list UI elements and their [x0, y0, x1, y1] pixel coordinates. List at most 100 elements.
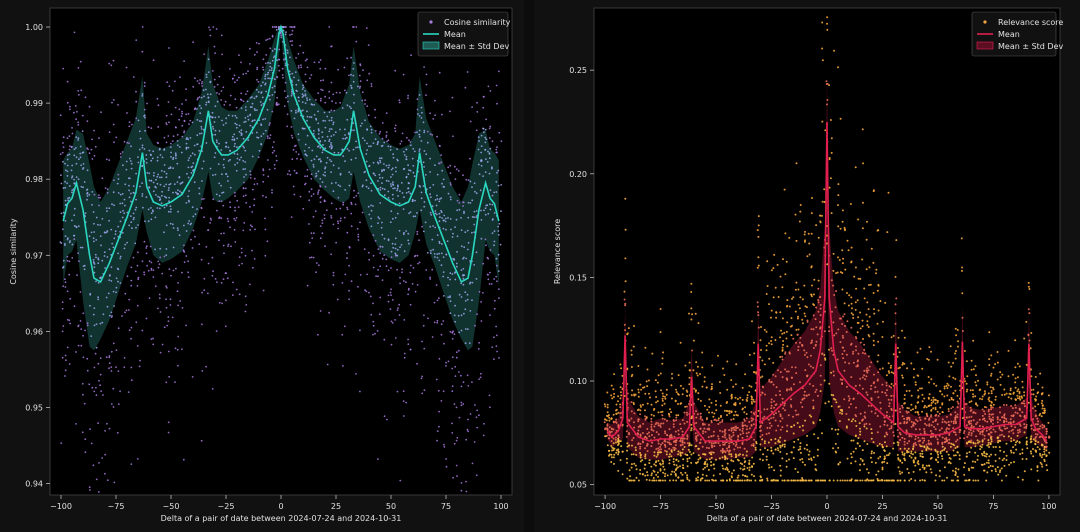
relevance-point [615, 409, 617, 412]
cosine-point [150, 212, 153, 215]
relevance-point [702, 432, 704, 435]
cosine-point [381, 233, 384, 236]
cosine-point [229, 68, 231, 70]
relevance-point [970, 466, 973, 469]
relevance-point [657, 424, 660, 427]
cosine-point [198, 192, 201, 195]
cosine-point [322, 144, 324, 146]
relevance-point [837, 328, 840, 331]
cosine-point [220, 149, 223, 151]
cosine-point [92, 237, 95, 240]
cosine-point [390, 176, 392, 178]
cosine-point [242, 100, 245, 103]
cosine-point [168, 85, 171, 87]
relevance-point [686, 478, 689, 481]
cosine-point [132, 76, 135, 78]
cosine-point [392, 246, 395, 249]
cosine-point [223, 166, 226, 169]
relevance-point [723, 450, 726, 453]
relevance-point [930, 456, 933, 459]
relevance-point [901, 329, 903, 332]
relevance-point [1034, 440, 1037, 443]
relevance-point [708, 479, 711, 482]
relevance-point [725, 402, 728, 404]
cosine-point [234, 209, 237, 212]
relevance-point [994, 363, 997, 366]
cosine-point [186, 172, 188, 175]
relevance-point [921, 393, 924, 396]
relevance-point [612, 449, 615, 452]
cosine-point [157, 195, 160, 198]
cosine-point [299, 195, 302, 198]
cosine-point [422, 185, 425, 187]
relevance-point [901, 363, 904, 366]
cosine-point [244, 187, 247, 190]
relevance-point [812, 347, 815, 349]
relevance-point [888, 452, 891, 455]
cosine-point [234, 206, 236, 209]
cosine-point [240, 129, 243, 132]
cosine-point [130, 266, 133, 269]
relevance-point [917, 460, 920, 463]
cosine-point [260, 135, 263, 138]
relevance-point [899, 407, 901, 410]
cosine-point [345, 91, 348, 94]
relevance-point [978, 440, 981, 443]
relevance-point [677, 466, 679, 469]
relevance-point [699, 373, 701, 375]
cosine-point [374, 174, 377, 177]
cosine-point [366, 149, 368, 152]
cosine-point [372, 320, 375, 323]
cosine-point [203, 277, 206, 280]
relevance-point [839, 479, 842, 482]
cosine-point [370, 128, 373, 131]
relevance-point [919, 347, 922, 350]
relevance-point [987, 408, 990, 411]
relevance-point [713, 445, 716, 448]
cosine-point [199, 79, 202, 81]
relevance-point [961, 269, 963, 272]
relevance-point [955, 472, 957, 474]
relevance-point [701, 385, 704, 388]
cosine-point [291, 44, 293, 46]
cosine-point [79, 156, 82, 159]
cosine-point [306, 99, 309, 101]
relevance-point [812, 293, 815, 296]
cosine-point [168, 375, 171, 378]
cosine-point [318, 61, 320, 64]
cosine-point [330, 116, 333, 119]
cosine-point [146, 264, 149, 267]
cosine-point [464, 291, 467, 294]
cosine-point [88, 193, 91, 196]
cosine-point [62, 211, 65, 214]
relevance-point [1003, 435, 1005, 438]
relevance-point [965, 455, 968, 458]
relevance-point [611, 397, 614, 400]
cosine-point [310, 159, 313, 162]
cosine-point [473, 231, 476, 234]
relevance-point [675, 414, 678, 417]
relevance-point [1036, 417, 1039, 420]
cosine-point [121, 193, 124, 195]
cosine-point [212, 198, 215, 201]
cosine-point [421, 392, 424, 395]
cosine-point [324, 95, 326, 98]
relevance-point [775, 479, 778, 482]
relevance-point [795, 372, 798, 375]
relevance-point [901, 404, 904, 407]
cosine-point [469, 157, 471, 160]
relevance-point [695, 361, 698, 364]
relevance-point [965, 360, 968, 363]
relevance-point [943, 479, 946, 482]
cosine-point [225, 122, 227, 124]
cosine-point [80, 164, 82, 167]
cosine-point [344, 273, 347, 276]
cosine-point [323, 214, 326, 216]
relevance-point [682, 464, 684, 467]
relevance-point [844, 268, 847, 271]
relevance-point [783, 479, 786, 482]
cosine-point [407, 239, 410, 242]
cosine-point [447, 217, 449, 219]
cosine-point [161, 190, 164, 193]
cosine-point [420, 377, 423, 380]
